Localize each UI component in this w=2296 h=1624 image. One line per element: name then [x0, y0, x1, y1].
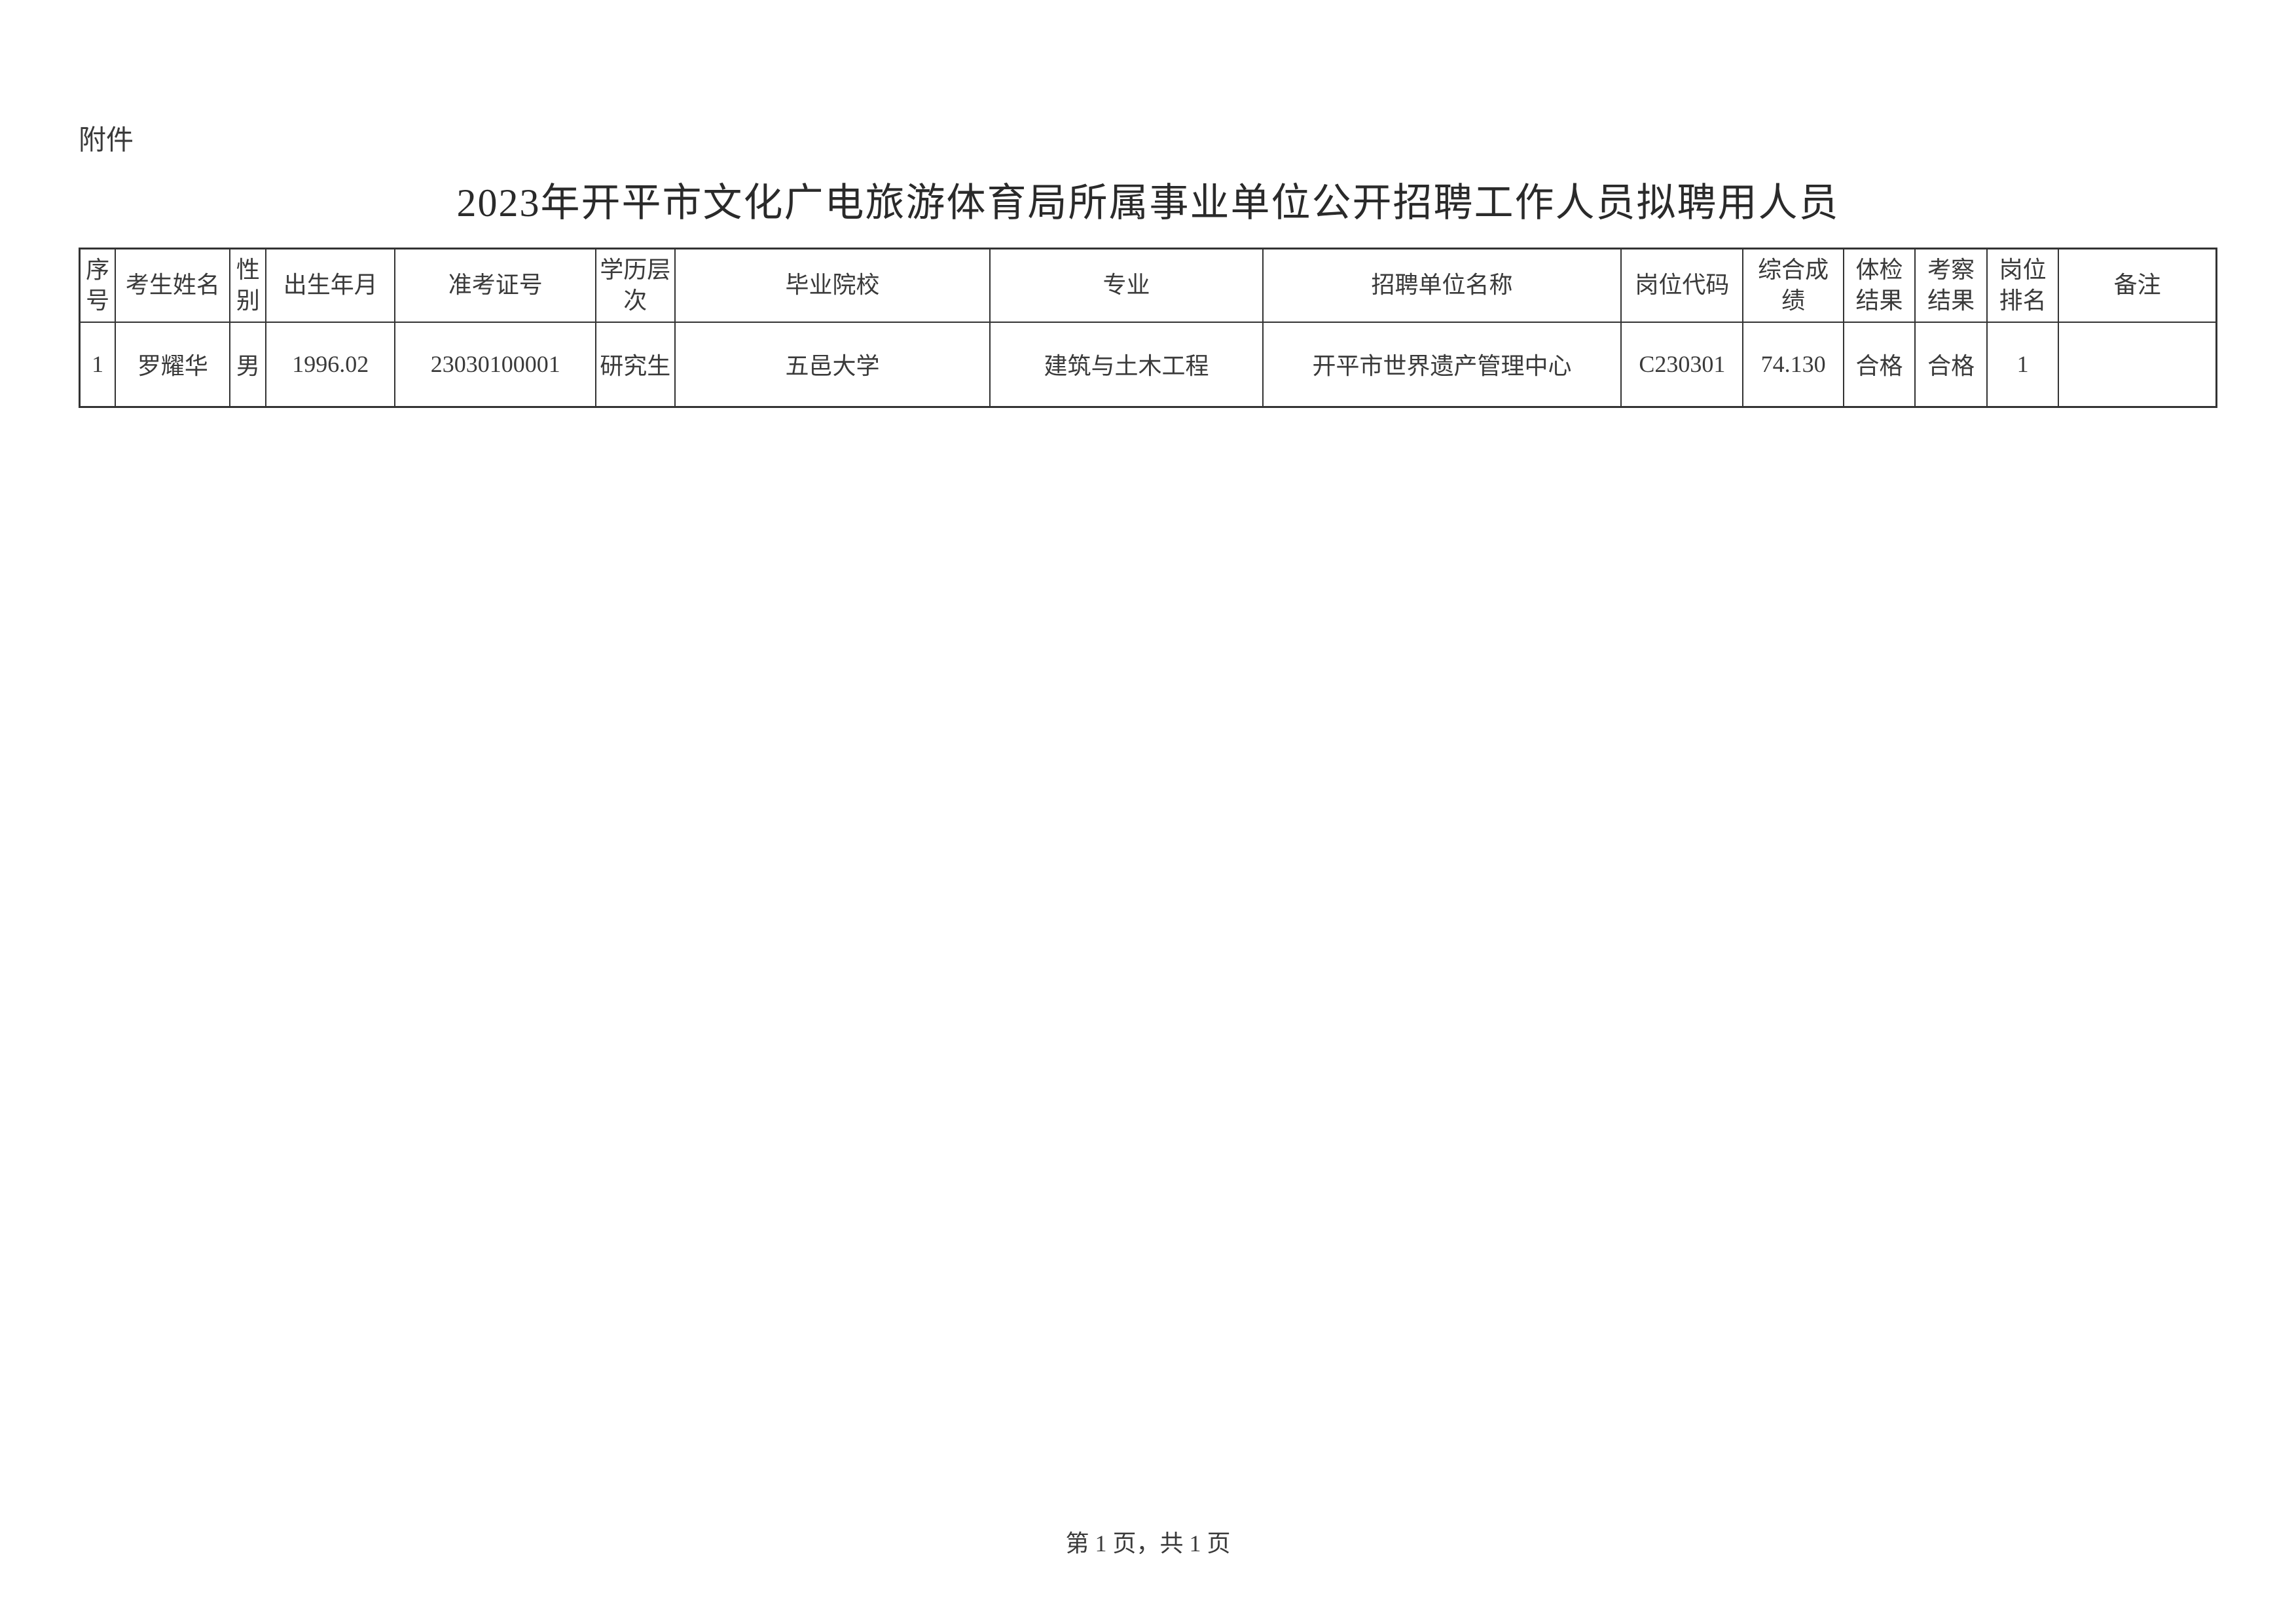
- col-header-gender: 性别: [230, 249, 266, 322]
- col-header-major: 专业: [990, 249, 1262, 322]
- cell-name: 罗耀华: [115, 322, 230, 407]
- page-container: 附件 2023年开平市文化广电旅游体育局所属事业单位公开招聘工作人员拟聘用人员 …: [0, 0, 2296, 408]
- col-header-school: 毕业院校: [675, 249, 991, 322]
- col-header-rank: 岗位排名: [1987, 249, 2059, 322]
- attachment-label: 附件: [79, 118, 2217, 158]
- col-header-inspect: 考察结果: [1915, 249, 1987, 322]
- cell-remark: [2058, 322, 2216, 407]
- col-header-remark: 备注: [2058, 249, 2216, 322]
- page-footer: 第 1 页，共 1 页: [0, 1524, 2296, 1559]
- table-row: 1 罗耀华 男 1996.02 23030100001 研究生 五邑大学 建筑与…: [80, 322, 2217, 407]
- cell-seq: 1: [80, 322, 116, 407]
- col-header-birth: 出生年月: [266, 249, 395, 322]
- personnel-table: 序号 考生姓名 性别 出生年月 准考证号 学历层次 毕业院校 专业 招聘单位名称…: [79, 248, 2217, 408]
- col-header-postcode: 岗位代码: [1621, 249, 1743, 322]
- cell-school: 五邑大学: [675, 322, 991, 407]
- page-title: 2023年开平市文化广电旅游体育局所属事业单位公开招聘工作人员拟聘用人员: [79, 171, 2217, 228]
- col-header-score: 综合成绩: [1743, 249, 1843, 322]
- cell-birth: 1996.02: [266, 322, 395, 407]
- col-header-seq: 序号: [80, 249, 116, 322]
- cell-rank: 1: [1987, 322, 2059, 407]
- col-header-physical: 体检结果: [1844, 249, 1916, 322]
- cell-inspect: 合格: [1915, 322, 1987, 407]
- cell-physical: 合格: [1844, 322, 1916, 407]
- table-header-row: 序号 考生姓名 性别 出生年月 准考证号 学历层次 毕业院校 专业 招聘单位名称…: [80, 249, 2217, 322]
- cell-edu: 研究生: [596, 322, 674, 407]
- col-header-edu: 学历层次: [596, 249, 674, 322]
- cell-postcode: C230301: [1621, 322, 1743, 407]
- cell-score: 74.130: [1743, 322, 1843, 407]
- cell-unit: 开平市世界遗产管理中心: [1263, 322, 1622, 407]
- cell-exam: 23030100001: [395, 322, 596, 407]
- col-header-exam: 准考证号: [395, 249, 596, 322]
- col-header-unit: 招聘单位名称: [1263, 249, 1622, 322]
- cell-gender: 男: [230, 322, 266, 407]
- col-header-name: 考生姓名: [115, 249, 230, 322]
- cell-major: 建筑与土木工程: [990, 322, 1262, 407]
